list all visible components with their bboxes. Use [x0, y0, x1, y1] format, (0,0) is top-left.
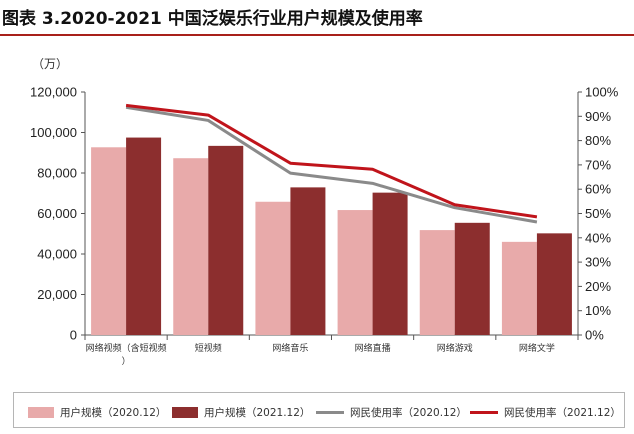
- left-tick-label: 80,000: [37, 166, 77, 181]
- bar-users-2021: [290, 187, 326, 335]
- bar-users-2020: [337, 210, 373, 335]
- bar-users-2020: [501, 241, 537, 335]
- labels-group: 0 20,000 40,000 60,000 80,000 100,000 120,000 0…: [30, 85, 619, 368]
- legend-swatch-users-2020: [28, 407, 54, 418]
- legend-item-rate-2021: 网民使用率（2021.12）: [470, 405, 621, 420]
- left-tick-label: 120,000: [30, 85, 77, 100]
- x-tick-label: 网络音乐: [272, 342, 308, 354]
- right-tick-label: 60%: [585, 182, 611, 197]
- x-tick-label: 网络直播: [355, 342, 391, 354]
- bar-users-2020: [419, 230, 455, 335]
- legend-swatch-rate-2021: [470, 411, 498, 414]
- left-tick-label: 60,000: [37, 206, 77, 221]
- bar-users-2021: [126, 137, 162, 335]
- axes-group: [81, 91, 582, 340]
- right-tick-label: 80%: [585, 133, 611, 148]
- right-tick-label: 50%: [585, 206, 611, 221]
- right-tick-label: 40%: [585, 230, 611, 245]
- line-rate-2021: [125, 103, 538, 219]
- legend-label-rate-2020: 网民使用率（2020.12）: [350, 407, 467, 419]
- bar-users-2021: [536, 233, 572, 335]
- legend-swatch-users-2021: [172, 407, 198, 418]
- x-tick-label: 网络游戏: [437, 342, 473, 354]
- right-tick-label: 20%: [585, 279, 611, 294]
- legend-item-rate-2020: 网民使用率（2020.12）: [316, 405, 467, 420]
- right-tick-label: 30%: [585, 255, 611, 270]
- bar-users-2020: [173, 158, 209, 335]
- chart-title: 图表 3.2020-2021 中国泛娱乐行业用户规模及使用率: [2, 9, 423, 29]
- left-tick-label: 100,000: [30, 125, 77, 140]
- legend-swatch-rate-2020: [316, 411, 344, 414]
- bars-group: [91, 137, 572, 335]
- title-divider: [0, 34, 634, 36]
- bar-users-2021: [454, 222, 490, 335]
- x-tick-label: 网络视频（含短视频: [86, 342, 167, 354]
- x-tick-label: 网络文学: [519, 342, 555, 354]
- left-tick-label: 40,000: [37, 247, 77, 262]
- x-tick-label-continued: ）: [122, 356, 131, 367]
- legend-item-users-2021: 用户规模（2021.12）: [172, 405, 310, 420]
- right-tick-label: 100%: [585, 85, 619, 100]
- left-tick-label: 20,000: [37, 287, 77, 302]
- legend-item-users-2020: 用户规模（2020.12）: [28, 405, 166, 420]
- bar-users-2021: [372, 192, 408, 335]
- legend: 用户规模（2020.12） 用户规模（2021.12） 网民使用率（2020.1…: [13, 392, 625, 428]
- bar-users-2020: [91, 147, 127, 335]
- right-tick-label: 70%: [585, 157, 611, 172]
- right-tick-label: 0%: [585, 328, 604, 343]
- legend-label-users-2020: 用户规模（2020.12）: [60, 407, 167, 419]
- lines-group: [125, 103, 538, 224]
- left-axis-unit: （万）: [32, 57, 68, 71]
- right-tick-label: 10%: [585, 303, 611, 318]
- x-tick-label: 短视频: [195, 342, 222, 354]
- bar-users-2020: [255, 201, 291, 335]
- line-rate-2020: [125, 105, 538, 224]
- combo-chart: （万） 0 20,000 40,000 60,000 80,000 100,000 120,…: [30, 57, 619, 368]
- legend-label-users-2021: 用户规模（2021.12）: [204, 407, 311, 419]
- left-tick-label: 0: [70, 328, 77, 343]
- legend-label-rate-2021: 网民使用率（2021.12）: [504, 407, 621, 419]
- bar-users-2021: [208, 145, 244, 335]
- right-tick-label: 90%: [585, 109, 611, 124]
